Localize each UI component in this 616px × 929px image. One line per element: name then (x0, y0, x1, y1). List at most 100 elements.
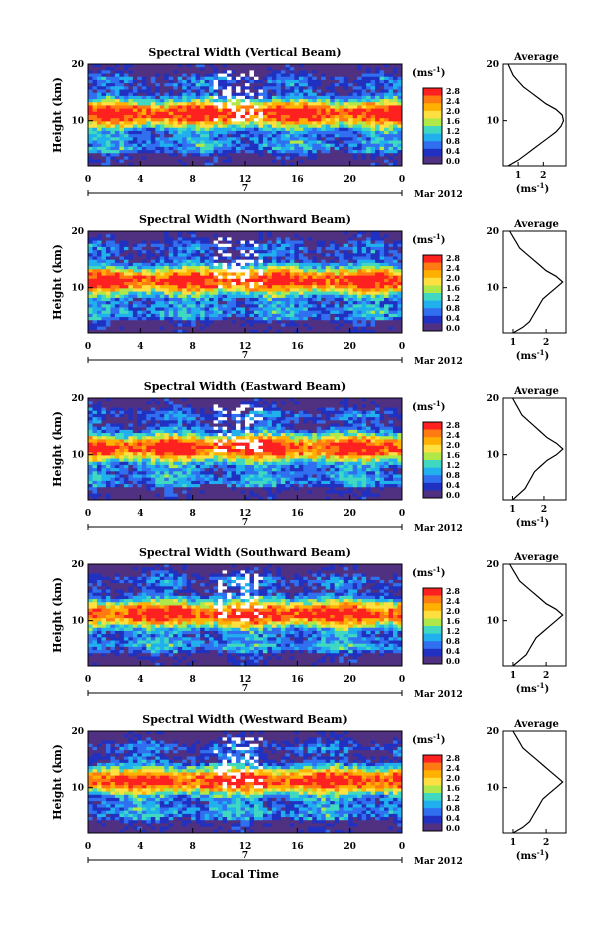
colorbar-segment (423, 618, 442, 627)
date-marker: 7 (242, 518, 248, 528)
panel-title: Spectral Width (Southward Beam) (139, 546, 351, 559)
colorbar-segment (423, 823, 442, 832)
colorbar-tick-label: 1.2 (446, 793, 460, 803)
colorbar-segment (423, 277, 442, 286)
colorbar-tick-label: 0.0 (446, 823, 460, 833)
y-tick-label: 20 (71, 727, 84, 737)
colorbar-segment (423, 315, 442, 324)
colorbar-frame (422, 421, 443, 499)
average-y-tick-label: 10 (486, 451, 499, 461)
colorbar-tick-label: 1.6 (446, 283, 460, 293)
colorbar-tick-label: 0.0 (446, 323, 460, 333)
date-label: Mar 2012 (414, 357, 463, 367)
colorbar-segment (423, 103, 442, 112)
colorbar-segment (423, 270, 442, 279)
colorbar-frame (422, 587, 443, 665)
y-tick-label: 10 (71, 451, 84, 461)
colorbar-tick-label: 1.6 (446, 116, 460, 126)
colorbar-tick-label: 2.0 (446, 106, 460, 116)
x-tick-label: 0 (399, 342, 405, 352)
colorbar-segment (423, 444, 442, 453)
colorbar-tick-label: 2.8 (446, 86, 460, 96)
average-frame (502, 730, 567, 834)
average-x-tick-label: 2 (543, 338, 549, 348)
colorbar-segment (423, 437, 442, 446)
x-tick-label: 12 (239, 675, 252, 685)
heatmap-field (88, 231, 403, 334)
colorbar-segment (423, 475, 442, 484)
x-tick-label: 0 (85, 675, 91, 685)
colorbar-tick-label: 2.4 (446, 96, 460, 106)
colorbar-unit: (ms-1) (412, 232, 445, 246)
x-tick-label: 8 (190, 675, 196, 685)
x-axis-label-local-time: Local Time (211, 868, 279, 881)
colorbar-unit: (ms-1) (412, 565, 445, 579)
colorbar-segment (423, 429, 442, 438)
colorbar-tick-label: 0.8 (446, 136, 460, 146)
colorbar-segment (423, 285, 442, 294)
average-y-tick-label: 20 (486, 394, 499, 404)
colorbar-segment (423, 588, 442, 596)
colorbar-tick-label: 2.4 (446, 263, 460, 273)
colorbar-segment (423, 255, 442, 263)
colorbar-tick-label: 2.4 (446, 596, 460, 606)
x-tick-label: 0 (85, 509, 91, 519)
average-frame (502, 230, 567, 334)
colorbar-tick-label: 2.4 (446, 763, 460, 773)
colorbar-unit: (ms-1) (412, 399, 445, 413)
average-x-tick-label: 1 (510, 671, 516, 681)
x-tick-label: 8 (190, 842, 196, 852)
x-tick-label: 20 (343, 342, 356, 352)
heatmap-field (88, 64, 403, 167)
panel-3: Spectral Width (Eastward Beam)2010Height… (51, 380, 567, 534)
colorbar-tick-label: 2.0 (446, 440, 460, 450)
x-tick-label: 12 (239, 342, 252, 352)
colorbar-tick-label: 1.6 (446, 616, 460, 626)
colorbar-segment (423, 141, 442, 150)
average-x-tick-label: 2 (543, 838, 549, 848)
colorbar-tick-label: 1.6 (446, 450, 460, 460)
average-y-tick-label: 20 (486, 60, 499, 70)
y-tick-label: 20 (71, 227, 84, 237)
colorbar-tick-label: 0.8 (446, 303, 460, 313)
colorbar-segment (423, 133, 442, 142)
x-tick-label: 16 (291, 675, 304, 685)
panel-2: Spectral Width (Northward Beam)2010Heigh… (51, 213, 567, 367)
colorbar-frame (422, 254, 443, 332)
y-axis-label: Height (km) (51, 577, 64, 653)
average-y-tick-label: 10 (486, 117, 499, 127)
colorbar-tick-label: 0.4 (446, 646, 460, 656)
colorbar-tick-label: 1.2 (446, 293, 460, 303)
average-frame (502, 63, 567, 167)
x-tick-label: 8 (190, 342, 196, 352)
colorbar-tick-label: 1.2 (446, 626, 460, 636)
colorbar-segment (423, 793, 442, 801)
date-label: Mar 2012 (414, 524, 463, 534)
average-x-tick-label: 2 (543, 671, 549, 681)
average-title: Average (513, 52, 559, 63)
panel-title: Spectral Width (Westward Beam) (142, 713, 347, 726)
heatmap-field (88, 564, 403, 667)
colorbar-tick-label: 0.4 (446, 813, 460, 823)
colorbar-segment (423, 293, 442, 301)
colorbar-frame (422, 754, 443, 832)
average-profile-line (511, 397, 564, 501)
colorbar-segment (423, 633, 442, 642)
x-tick-label: 16 (291, 842, 304, 852)
colorbar-segment (423, 648, 442, 657)
colorbar-tick-label: 1.2 (446, 126, 460, 136)
x-tick-label: 12 (239, 175, 252, 185)
colorbar-tick-label: 2.0 (446, 773, 460, 783)
x-tick-label: 0 (399, 509, 405, 519)
x-tick-label: 8 (190, 175, 196, 185)
colorbar-tick-label: 0.4 (446, 313, 460, 323)
colorbar-segment (423, 422, 442, 430)
colorbar-segment (423, 95, 442, 104)
date-label: Mar 2012 (414, 857, 463, 867)
colorbar-segment (423, 148, 442, 157)
colorbar-segment (423, 626, 442, 634)
x-tick-label: 0 (399, 675, 405, 685)
average-x-label: (ms-1) (516, 681, 549, 695)
date-marker: 7 (242, 684, 248, 694)
colorbar-segment (423, 88, 442, 96)
